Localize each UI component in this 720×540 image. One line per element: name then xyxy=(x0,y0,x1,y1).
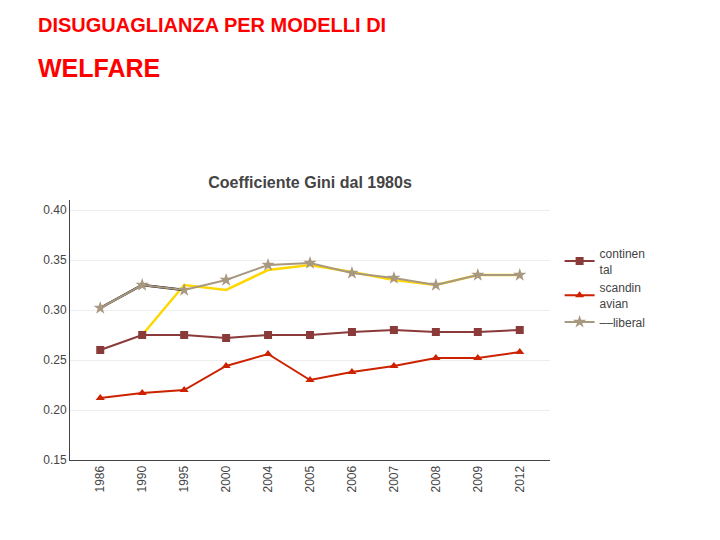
svg-text:Coefficiente Gini dal 1980s: Coefficiente Gini dal 1980s xyxy=(208,174,412,191)
svg-text:2005: 2005 xyxy=(303,465,317,492)
svg-text:continental: continental xyxy=(600,247,645,277)
svg-text:1990: 1990 xyxy=(135,465,149,492)
svg-text:0.25: 0.25 xyxy=(43,353,67,367)
svg-text:2009: 2009 xyxy=(471,465,485,492)
svg-text:0.20: 0.20 xyxy=(43,403,67,417)
svg-text:2012: 2012 xyxy=(513,465,527,492)
svg-text:2007: 2007 xyxy=(387,465,401,492)
svg-text:2008: 2008 xyxy=(429,465,443,492)
svg-text:0.40: 0.40 xyxy=(43,203,67,217)
svg-text:1995: 1995 xyxy=(177,465,191,492)
svg-text:2004: 2004 xyxy=(261,465,275,492)
svg-text:0.35: 0.35 xyxy=(43,253,67,267)
svg-text:0.30: 0.30 xyxy=(43,303,67,317)
svg-text:WELFARE: WELFARE xyxy=(38,54,160,82)
svg-text:2000: 2000 xyxy=(219,465,233,492)
svg-text:DISUGUAGLIANZA PER MODELLI DI: DISUGUAGLIANZA PER MODELLI DI xyxy=(38,14,386,36)
svg-text:scandinavian: scandinavian xyxy=(600,281,641,311)
svg-text:2006: 2006 xyxy=(345,465,359,492)
svg-text:0.15: 0.15 xyxy=(43,453,67,467)
svg-text:––liberal: ––liberal xyxy=(600,316,645,330)
svg-text:1986: 1986 xyxy=(93,465,107,492)
